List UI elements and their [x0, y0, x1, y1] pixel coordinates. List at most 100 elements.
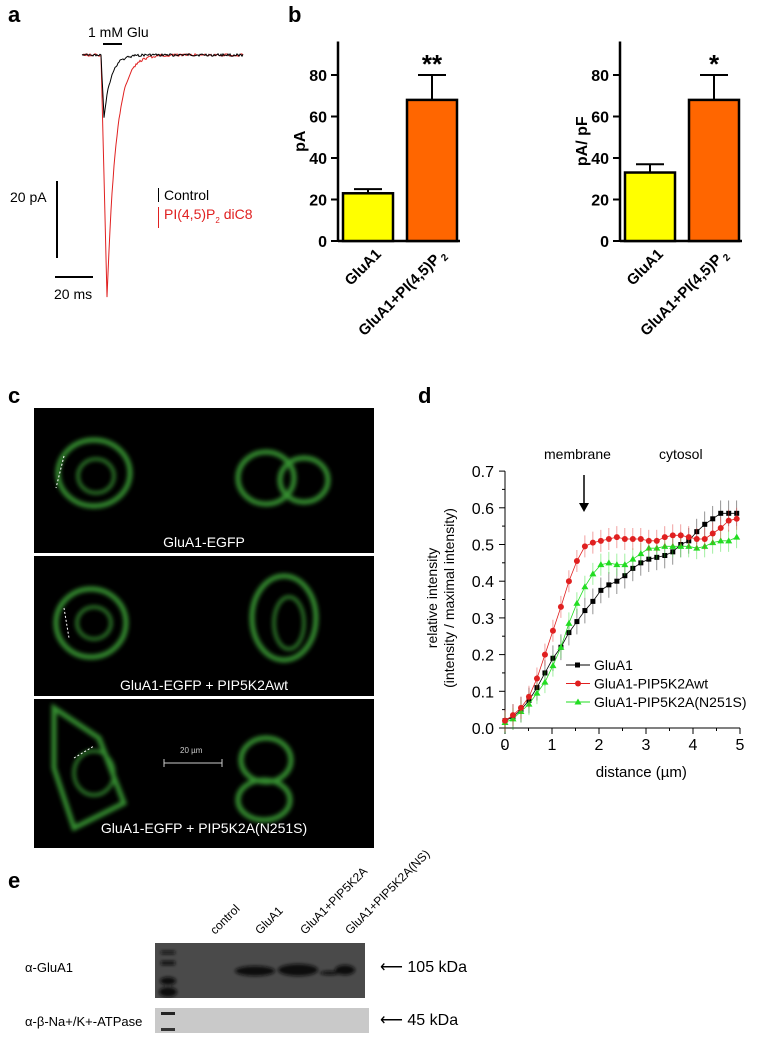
lane-label: control — [207, 902, 242, 937]
d-point-circle — [693, 535, 700, 542]
d-point-circle — [677, 532, 684, 539]
d-y-tick-label: 0.5 — [472, 538, 494, 555]
b1-y-label: pA — [292, 130, 309, 152]
d-point-triangle — [605, 559, 613, 566]
d-point-circle — [597, 537, 604, 544]
d-point-triangle — [549, 662, 557, 669]
d-x-label: distance (µm) — [596, 764, 687, 781]
d-point-square — [702, 521, 708, 527]
d-point-triangle — [637, 550, 645, 557]
d-point-circle — [541, 651, 548, 658]
d-point-circle — [637, 535, 644, 542]
d-x-tick-label: 0 — [501, 737, 510, 754]
b1-significance: ** — [422, 49, 443, 79]
d-legend-marker — [575, 662, 580, 668]
legend-pip2-sub: 2 — [215, 215, 220, 225]
blot-atpase-bands — [161, 1012, 175, 1031]
d-point-square — [598, 587, 604, 593]
panel-label-c: c — [8, 383, 21, 408]
size-label-45: ⟵ 45 kDa — [380, 1010, 458, 1030]
b2-category-label: GluA1 — [624, 246, 667, 289]
d-point-triangle — [533, 689, 541, 696]
d-point-square — [718, 510, 724, 516]
image-label-3: GluA1-EGFP + PIP5K2A(N251S) — [100, 820, 308, 836]
d-point-square — [710, 516, 716, 522]
row-label-glua1: α-GluA1 — [25, 960, 73, 975]
d-y-tick-label: 0.6 — [472, 501, 494, 518]
d-point-circle — [709, 530, 716, 537]
panel-label-a: a — [8, 2, 21, 27]
d-point-square — [614, 578, 620, 584]
micrograph-stack: GluA1-EGFP GluA1-EGFP + PIP5K2Awt GluA1-… — [34, 408, 374, 848]
d-point-triangle — [717, 537, 725, 544]
d-x-tick-label: 1 — [548, 737, 557, 754]
d-point-circle — [581, 543, 588, 550]
arrow-left-icon: ⟵ — [380, 959, 408, 976]
d-point-triangle — [557, 643, 565, 650]
d-point-circle — [685, 534, 692, 541]
d-point-circle — [502, 717, 508, 724]
d-y-tick-label: 0.1 — [472, 684, 494, 701]
d-point-triangle — [581, 583, 589, 590]
d-point-circle — [717, 524, 724, 531]
d-point-circle — [661, 534, 668, 541]
d-point-circle — [629, 535, 636, 542]
b1-y-tick-label: 80 — [309, 68, 327, 85]
blot-glua1-bands — [159, 951, 355, 997]
b2-y-tick-label: 60 — [591, 110, 609, 127]
trace-control — [81, 52, 244, 118]
scale-bar-label: 20 µm — [180, 746, 203, 755]
b1-bar-1 — [405, 98, 459, 243]
membrane-arrowhead — [579, 503, 589, 512]
lane-label: GluA1+PIP5K2A(NS) — [342, 847, 432, 937]
d-legend-marker — [574, 698, 582, 705]
b2-bar-0 — [623, 171, 677, 243]
size-45-text: 45 kDa — [407, 1012, 459, 1029]
size-105-text: 105 kDa — [407, 959, 467, 976]
d-y-tick-label: 0.2 — [472, 648, 494, 665]
b2-y-label: pA/ pF — [574, 116, 591, 166]
b1-y-tick-label: 60 — [309, 110, 327, 127]
d-point-circle — [613, 534, 620, 541]
d-legend-label: GluA1-PIP5K2Awt — [594, 676, 708, 692]
legend-control: Control — [158, 188, 209, 202]
panel-label-b: b — [288, 2, 302, 27]
scale-y-label: 20 pA — [10, 189, 47, 205]
d-point-circle — [725, 517, 732, 524]
image-label-2: GluA1-EGFP + PIP5K2Awt — [120, 677, 288, 693]
b2-y-tick-label: 20 — [591, 193, 609, 210]
b2-bar-1 — [687, 98, 741, 243]
d-point-circle — [533, 675, 540, 682]
d-point-triangle — [733, 533, 741, 540]
d-point-circle — [517, 704, 524, 711]
d-point-circle — [557, 603, 564, 610]
d-point-triangle — [621, 561, 629, 568]
size-label-105: ⟵ 105 kDa — [380, 957, 467, 977]
blot-atpase — [155, 1008, 369, 1033]
legend-pip2: PI(4,5)P2 diC8 — [158, 207, 253, 228]
d-x-tick-label: 5 — [736, 737, 745, 754]
arrow-left-icon: ⟵ — [380, 1012, 408, 1029]
lane-label: GluA1 — [252, 903, 286, 937]
d-x-tick-label: 2 — [595, 737, 604, 754]
d-point-square — [590, 598, 596, 604]
d-legend-label: GluA1-PIP5K2A(N251S) — [594, 694, 747, 710]
subscript: 2 — [721, 252, 733, 264]
d-point-circle — [509, 712, 516, 719]
b1-y-tick-label: 40 — [309, 151, 327, 168]
d-point-triangle — [613, 561, 621, 568]
d-point-circle — [525, 693, 532, 700]
d-point-circle — [621, 535, 628, 542]
b2-significance: * — [709, 49, 720, 79]
d-point-circle — [653, 537, 660, 544]
d-legend-label: GluA1 — [594, 657, 633, 673]
d-legend-marker — [575, 680, 581, 687]
b2-y-tick-label: 0 — [600, 234, 609, 251]
image-label-1: GluA1-EGFP — [163, 534, 245, 550]
panel-label-d: d — [418, 383, 432, 408]
subscript: 2 — [439, 252, 451, 264]
panel-label-e: e — [8, 868, 21, 893]
d-point-square — [582, 608, 588, 614]
blot-glua1 — [155, 943, 365, 998]
